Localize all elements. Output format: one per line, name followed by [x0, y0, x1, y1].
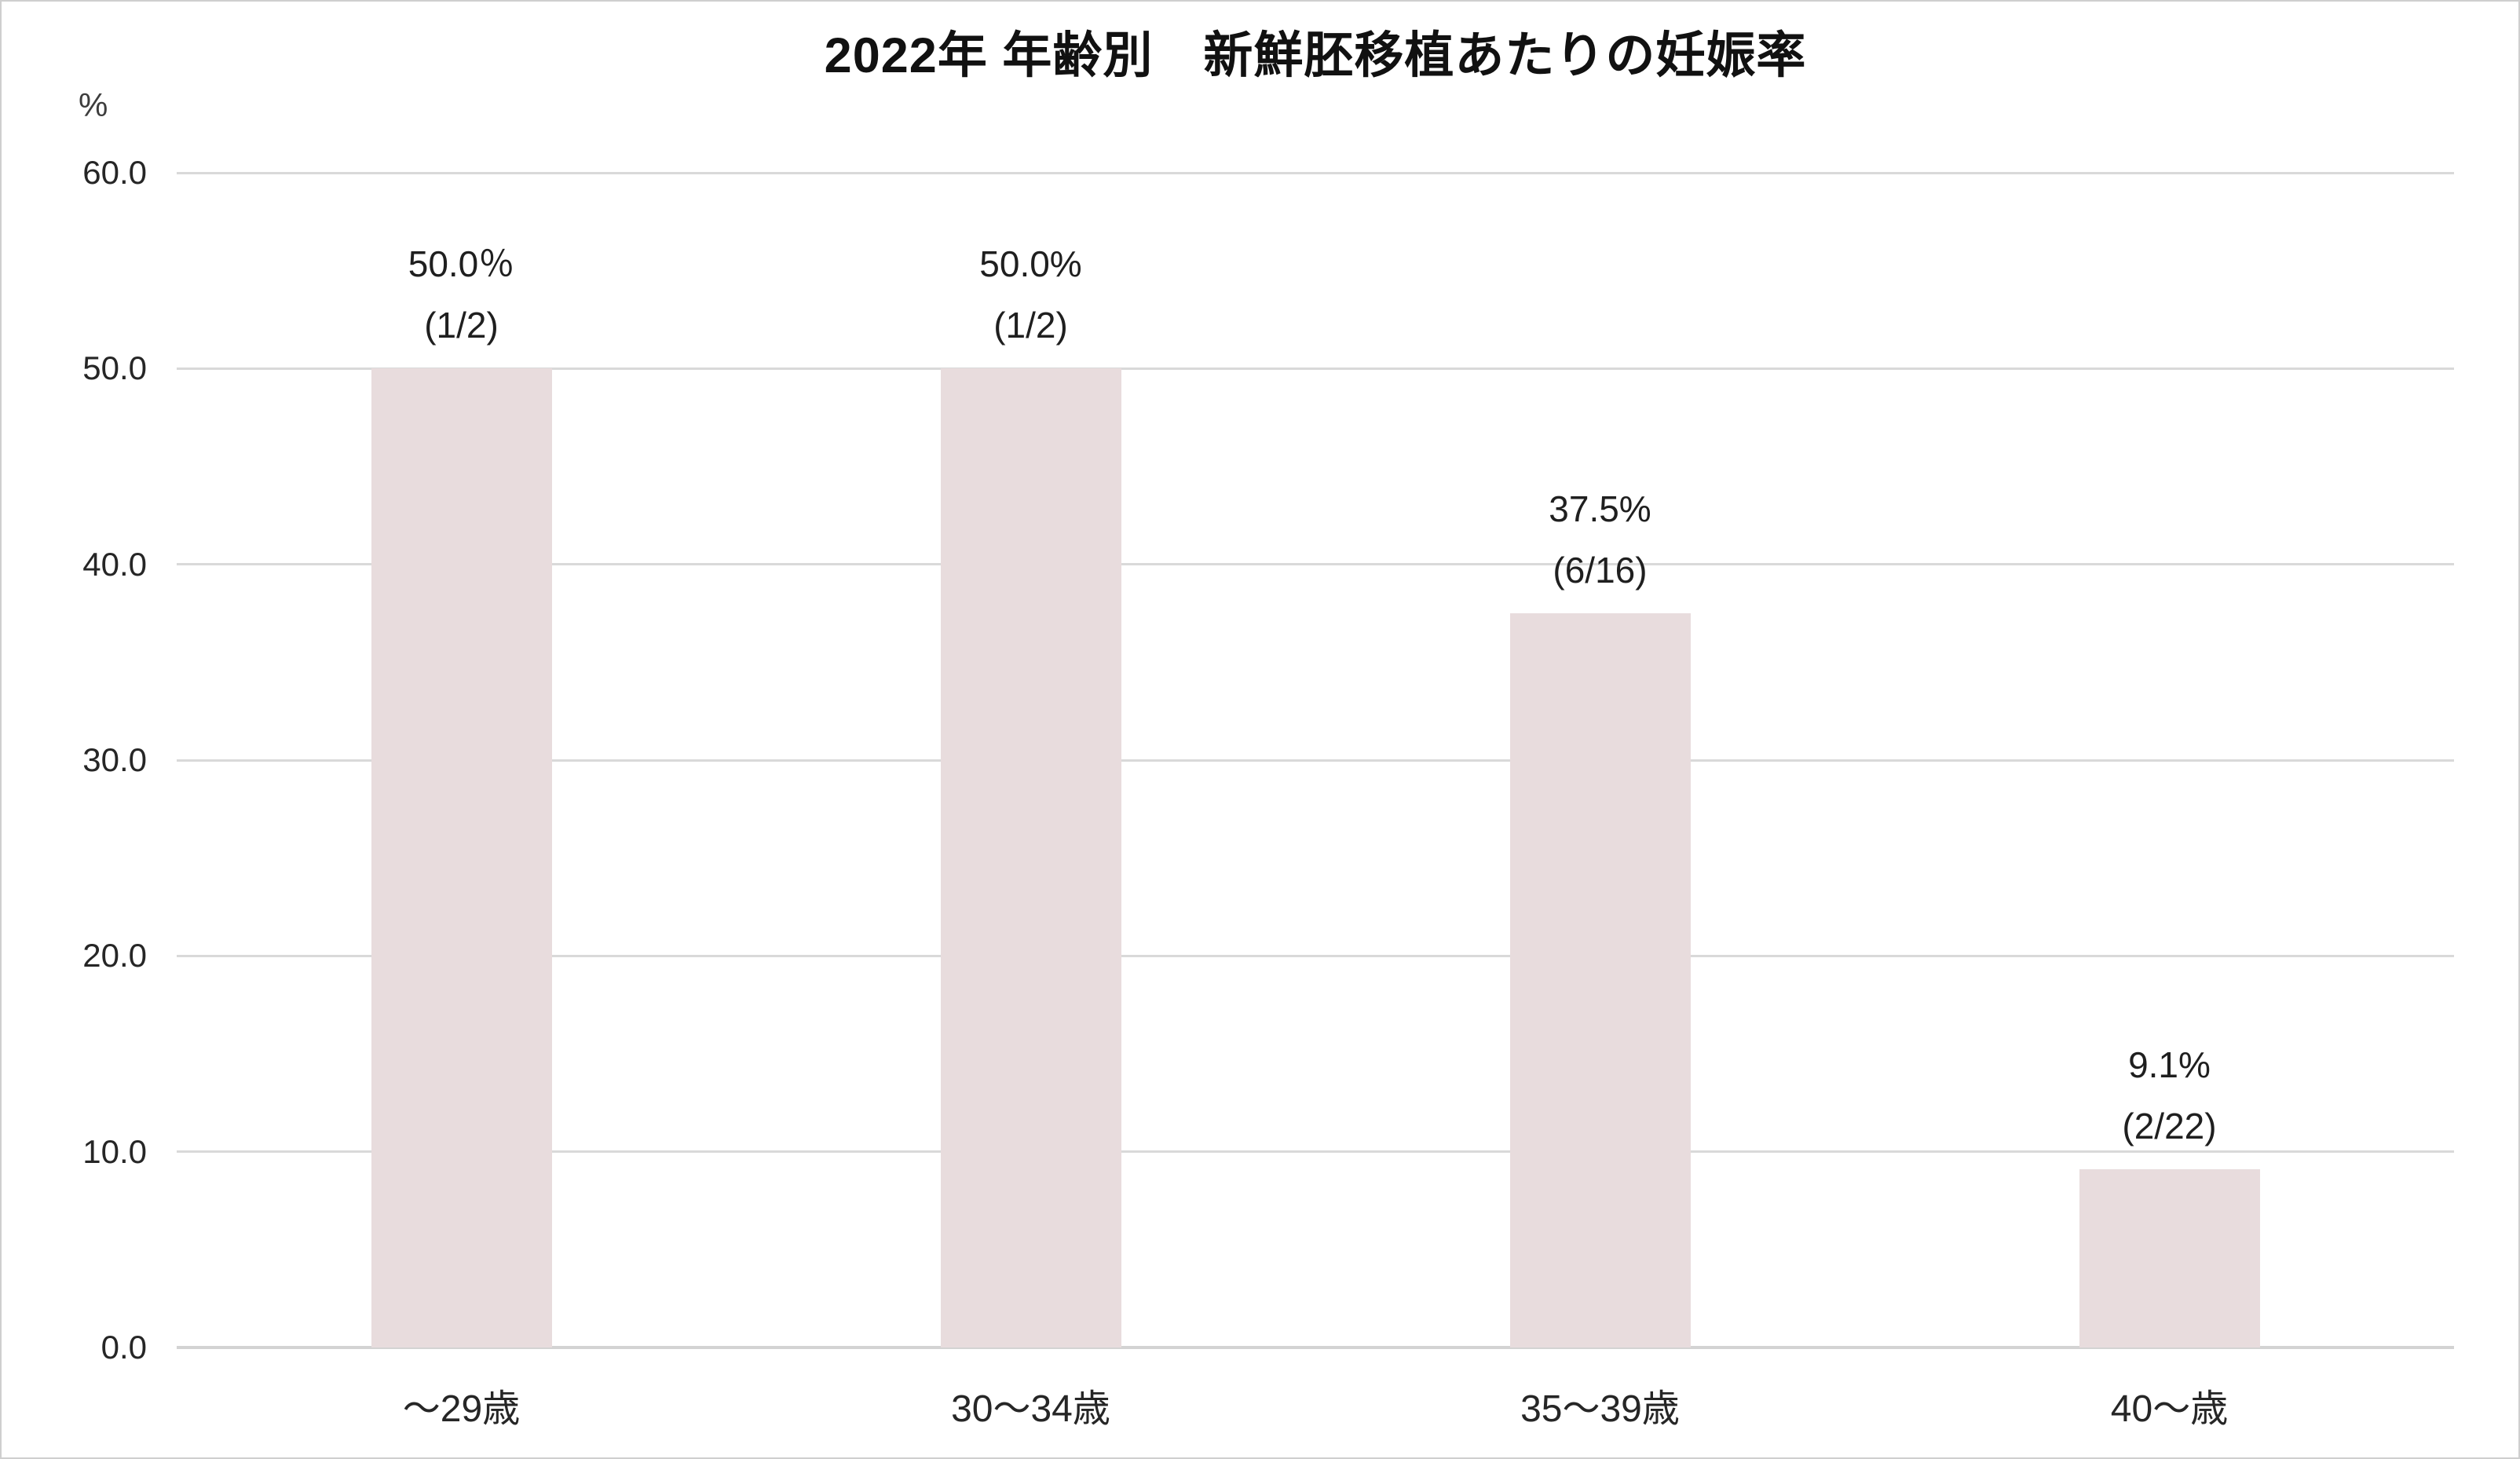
- bar: [940, 368, 1121, 1347]
- bar-fraction-label: (1/2): [424, 305, 499, 346]
- y-gridline: [177, 171, 2454, 174]
- y-axis-unit-label: %: [79, 86, 108, 123]
- bar-percent-label: 50.0％: [408, 243, 515, 285]
- bar: [371, 368, 552, 1347]
- y-gridline: [177, 367, 2454, 370]
- bar: [1509, 613, 1691, 1347]
- plot-area: 50.0％ (1/2) 50.0% (1/2) 37.5% (6/16) 9.1% (2/22…: [177, 171, 2454, 1349]
- bar-data-label: 37.5% (6/16): [1315, 478, 1885, 601]
- x-axis-category-label: 30～34歳: [951, 1388, 1110, 1430]
- bar-percent-label: 37.5%: [1549, 488, 1651, 529]
- y-gridline: [177, 759, 2454, 762]
- bar-data-label: 9.1% (2/22): [1885, 1034, 2454, 1157]
- chart-title: 2022年 年齢別 新鮮胚移植あたりの妊娠率: [824, 28, 1807, 83]
- y-axis-tick-label: 60.0: [82, 154, 147, 191]
- y-axis-tick-label: 40.0: [82, 545, 147, 583]
- y-gridline: [177, 1345, 2454, 1349]
- bar-percent-label: 50.0%: [979, 243, 1082, 285]
- x-axis-category-label: 40～歳: [2110, 1388, 2229, 1430]
- y-axis-tick-label: 0.0: [101, 1329, 147, 1366]
- bar-data-label: 50.0% (1/2): [746, 233, 1315, 356]
- x-axis-category-label: ～29歳: [402, 1388, 521, 1430]
- y-gridline: [177, 954, 2454, 957]
- bar: [2079, 1169, 2260, 1347]
- bar-fraction-label: (1/2): [993, 305, 1068, 346]
- y-gridline: [177, 563, 2454, 566]
- bar-fraction-label: (2/22): [2122, 1106, 2217, 1147]
- bar-fraction-label: (6/16): [1553, 550, 1648, 591]
- y-axis-tick-label: 10.0: [82, 1132, 147, 1170]
- x-axis-category-label: 35～39歳: [1520, 1388, 1680, 1430]
- y-axis-tick-label: 30.0: [82, 741, 147, 778]
- y-gridline: [177, 1150, 2454, 1154]
- bar-data-label: 50.0％ (1/2): [177, 233, 746, 356]
- y-axis-tick-label: 20.0: [82, 937, 147, 974]
- bar-percent-label: 9.1%: [2128, 1044, 2211, 1086]
- y-axis-tick-label: 50.0: [82, 349, 147, 387]
